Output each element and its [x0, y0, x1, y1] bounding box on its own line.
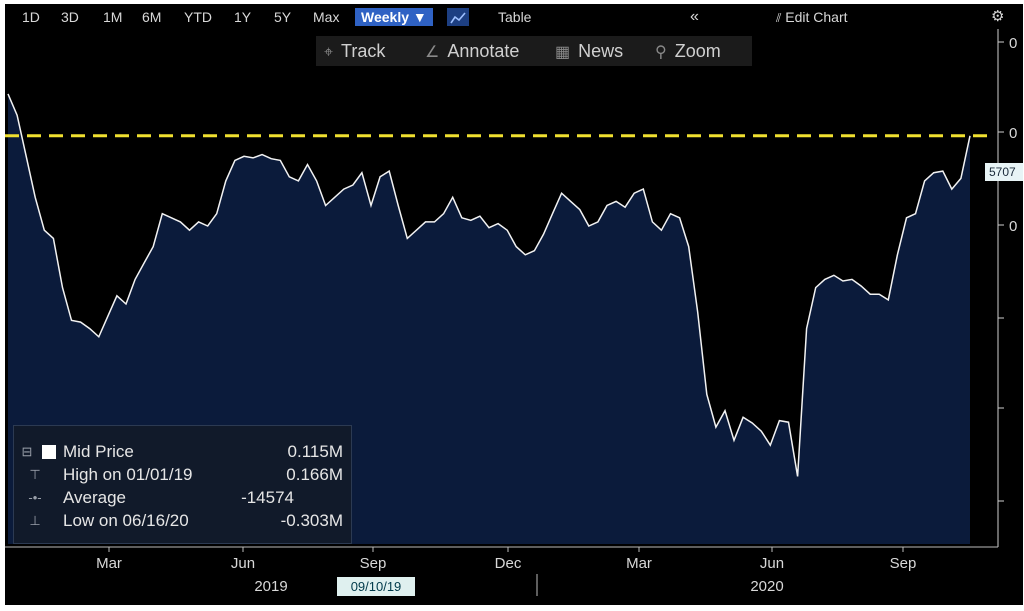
annotate-button[interactable]: ∠ Annotate	[417, 36, 551, 66]
legend-label: Low on 06/16/20	[63, 511, 189, 530]
legend-value: -0.303M	[280, 511, 343, 530]
x-tick-label: Sep	[890, 555, 917, 572]
crosshair-date-tag: 09/10/19	[337, 577, 415, 596]
average-marker-icon: -•-	[28, 490, 42, 505]
news-icon: ▦	[555, 44, 571, 61]
gear-icon[interactable]: ⚙	[991, 8, 1005, 25]
range-1m-button[interactable]: 1M	[103, 9, 123, 25]
collapse-icon[interactable]: ⊟	[21, 444, 33, 459]
legend-label: Mid Price	[63, 442, 134, 461]
legend-row-average[interactable]: -•- Average -14574	[14, 488, 351, 510]
high-marker-icon: ⊤	[29, 467, 41, 482]
crosshair-icon: ⌖	[324, 44, 334, 61]
top-toolbar: 1D 3D 1M 6M YTD 1Y 5Y Max Weekly ▼ Table…	[5, 4, 1023, 29]
y-tick-label: 0	[1009, 218, 1017, 235]
chart-window: 0 0 0 Mar Jun Sep Dec Mar Jun Sep 2019 2020 1D 3D 1…	[5, 4, 1023, 605]
zoom-label: Zoom	[674, 41, 721, 61]
magnifier-icon: ⚲	[655, 44, 667, 61]
x-tick-label: Mar	[626, 555, 652, 572]
frequency-dropdown[interactable]: Weekly ▼	[355, 8, 433, 26]
zoom-button[interactable]: ⚲ Zoom	[647, 36, 752, 66]
x-tick-label: Dec	[495, 555, 522, 572]
range-1d-button[interactable]: 1D	[22, 9, 40, 25]
edit-chart-button[interactable]: ⫽ Edit Chart	[773, 8, 851, 26]
x-tick-label: Jun	[760, 555, 784, 572]
year-label: 2020	[750, 578, 783, 595]
legend-value: 0.166M	[286, 465, 343, 484]
legend-value: -14574	[241, 488, 294, 507]
last-price-tag: 5707	[985, 163, 1023, 181]
collapse-button[interactable]: «	[690, 8, 699, 25]
annotate-label: Annotate	[447, 41, 520, 61]
range-max-button[interactable]: Max	[313, 9, 340, 25]
track-button[interactable]: ⌖ Track	[316, 36, 421, 66]
series-line	[7, 93, 971, 477]
low-marker-icon: ⊥	[29, 513, 41, 528]
news-label: News	[578, 41, 624, 61]
legend-label: Average	[63, 488, 127, 507]
series-swatch	[42, 445, 56, 459]
range-5y-button[interactable]: 5Y	[274, 9, 292, 25]
table-button[interactable]: Table	[498, 9, 532, 25]
year-label: 2019	[254, 578, 287, 595]
range-6m-button[interactable]: 6M	[142, 9, 162, 25]
y-tick-label: 0	[1009, 125, 1017, 142]
legend-row-low[interactable]: ⊥ Low on 06/16/20 -0.303M	[14, 511, 351, 533]
x-tick-label: Jun	[231, 555, 255, 572]
x-tick-label: Mar	[96, 555, 122, 572]
pencil-icon: ∠	[425, 44, 440, 61]
legend-row-mid-price[interactable]: ⊟ Mid Price 0.115M	[14, 442, 351, 464]
range-3d-button[interactable]: 3D	[61, 9, 79, 25]
edit-chart-icon: ⫽	[776, 11, 782, 25]
edit-chart-label: Edit Chart	[785, 9, 848, 25]
x-tick-label: Sep	[360, 555, 387, 572]
news-button[interactable]: ▦ News	[547, 36, 651, 66]
legend-value: 0.115M	[287, 442, 343, 461]
y-tick-label: 0	[1009, 35, 1017, 52]
range-1y-button[interactable]: 1Y	[234, 9, 252, 25]
legend-label: High on 01/01/19	[63, 465, 193, 484]
line-chart-icon[interactable]	[447, 8, 469, 26]
range-ytd-button[interactable]: YTD	[184, 9, 212, 25]
legend-panel: ⊟ Mid Price 0.115M ⊤ High on 01/01/19 0.…	[13, 425, 352, 544]
legend-row-high[interactable]: ⊤ High on 01/01/19 0.166M	[14, 465, 351, 487]
track-label: Track	[341, 41, 386, 61]
